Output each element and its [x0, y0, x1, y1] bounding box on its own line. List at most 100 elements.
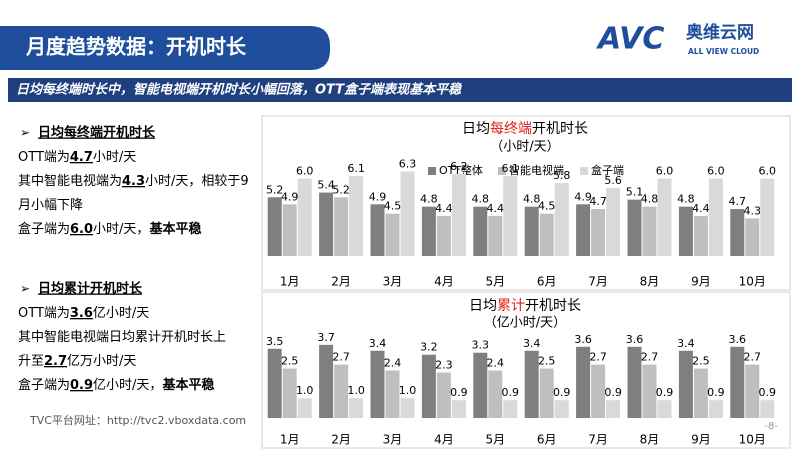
bar — [657, 178, 672, 256]
value-label: 4.4 — [435, 202, 453, 215]
value-label: 1.0 — [296, 384, 314, 397]
value-label: 2.7 — [332, 351, 350, 364]
value-label: 2.4 — [487, 357, 505, 370]
bar — [678, 350, 693, 418]
text-segment: 其中智能电视端为 — [18, 174, 122, 189]
banner-bar — [8, 78, 792, 102]
text-segment: 升至 — [18, 354, 44, 369]
bar — [524, 206, 539, 256]
value-label: 3.4 — [369, 337, 387, 350]
page-number: -8- — [764, 421, 778, 432]
text-segment: 4.3 — [122, 174, 145, 189]
bar — [400, 171, 415, 256]
value-label: 3.6 — [574, 333, 592, 346]
legend-label: 智能电视端 — [509, 163, 564, 177]
value-label: 6.0 — [707, 164, 725, 177]
x-tick-label: 8月 — [640, 275, 660, 289]
chart-frame — [261, 115, 791, 291]
bullet: ➢ — [20, 282, 30, 296]
bar — [524, 350, 539, 418]
bar — [708, 400, 723, 418]
legend-label: OTT整体 — [439, 163, 483, 177]
bar — [591, 364, 606, 418]
x-tick-label: 10月 — [739, 275, 766, 289]
bar — [436, 372, 451, 418]
value-label: 2.5 — [538, 355, 556, 368]
bar — [576, 204, 591, 256]
x-tick-label: 5月 — [485, 275, 505, 289]
value-label: 6.3 — [399, 157, 417, 170]
bar — [760, 400, 775, 418]
bar — [436, 216, 451, 256]
value-label: 1.0 — [399, 384, 417, 397]
bar — [539, 368, 554, 418]
value-label: 0.9 — [759, 386, 777, 399]
x-tick-label: 9月 — [691, 275, 711, 289]
text-line: 升至2.7亿万小时/天 — [18, 354, 136, 369]
value-label: 4.5 — [538, 200, 556, 213]
value-label: 5.1 — [626, 186, 644, 199]
value-label: 1.0 — [347, 384, 365, 397]
value-label: 5.2 — [266, 183, 284, 196]
value-label: 6.2 — [450, 160, 468, 173]
bar — [730, 346, 745, 418]
value-label: 6.1 — [502, 162, 520, 175]
value-label: 5.8 — [553, 169, 571, 182]
bar — [421, 206, 436, 256]
value-label: 3.5 — [266, 335, 284, 348]
bar — [297, 398, 312, 418]
value-label: 2.7 — [641, 351, 659, 364]
bar — [319, 344, 334, 418]
text-segment: 小时/天， — [93, 222, 149, 237]
bar — [576, 346, 591, 418]
text-segment: 小时/天 — [93, 150, 136, 165]
bar — [349, 398, 364, 418]
value-label: 6.0 — [759, 164, 777, 177]
chart-subtitle: （亿小时/天） — [484, 316, 566, 331]
text-line: 其中智能电视端日均累计开机时长上 — [18, 330, 226, 345]
chart-title-part: 累计 — [497, 298, 525, 314]
value-label: 0.9 — [604, 386, 622, 399]
legend-swatch — [580, 167, 588, 175]
text-segment: 基本平稳 — [148, 221, 201, 237]
value-label: 5.2 — [332, 183, 350, 196]
value-label: 4.7 — [729, 195, 747, 208]
value-label: 4.8 — [420, 193, 438, 206]
x-tick-label: 6月 — [537, 275, 557, 289]
bar — [760, 178, 775, 256]
bar — [282, 368, 297, 418]
bar — [451, 173, 466, 256]
legend-swatch — [428, 167, 436, 175]
x-tick-label: 7月 — [588, 433, 608, 447]
text-segment: 基本平稳 — [161, 377, 214, 393]
bar — [554, 400, 569, 418]
x-tick-label: 4月 — [434, 275, 454, 289]
bar — [657, 400, 672, 418]
value-label: 3.6 — [729, 333, 747, 346]
value-label: 3.2 — [420, 341, 438, 354]
bar — [708, 178, 723, 256]
value-label: 3.7 — [317, 331, 335, 344]
value-label: 0.9 — [553, 386, 571, 399]
value-label: 0.9 — [502, 386, 520, 399]
bar — [745, 218, 760, 256]
text-segment: 小时/天，相较于9 — [145, 174, 249, 189]
bar — [606, 187, 621, 256]
value-label: 4.4 — [487, 202, 505, 215]
bullet: ➢ — [20, 126, 30, 140]
bar — [267, 348, 282, 418]
chart-title-part: 开机时长 — [532, 121, 588, 137]
bar — [678, 206, 693, 256]
value-label: 6.1 — [347, 162, 365, 175]
value-label: 4.8 — [523, 193, 541, 206]
bar — [606, 400, 621, 418]
bar — [693, 216, 708, 256]
bar — [627, 346, 642, 418]
x-tick-label: 4月 — [434, 433, 454, 447]
bar — [730, 209, 745, 256]
value-label: 0.9 — [707, 386, 725, 399]
section-heading: 日均每终端开机时长 — [38, 125, 156, 141]
text-segment: 月小幅下降 — [18, 198, 83, 213]
text-segment: 盒子端为 — [18, 377, 70, 393]
footer-url: TVC平台网址：http://tvc2.vboxdata.com — [29, 413, 246, 427]
